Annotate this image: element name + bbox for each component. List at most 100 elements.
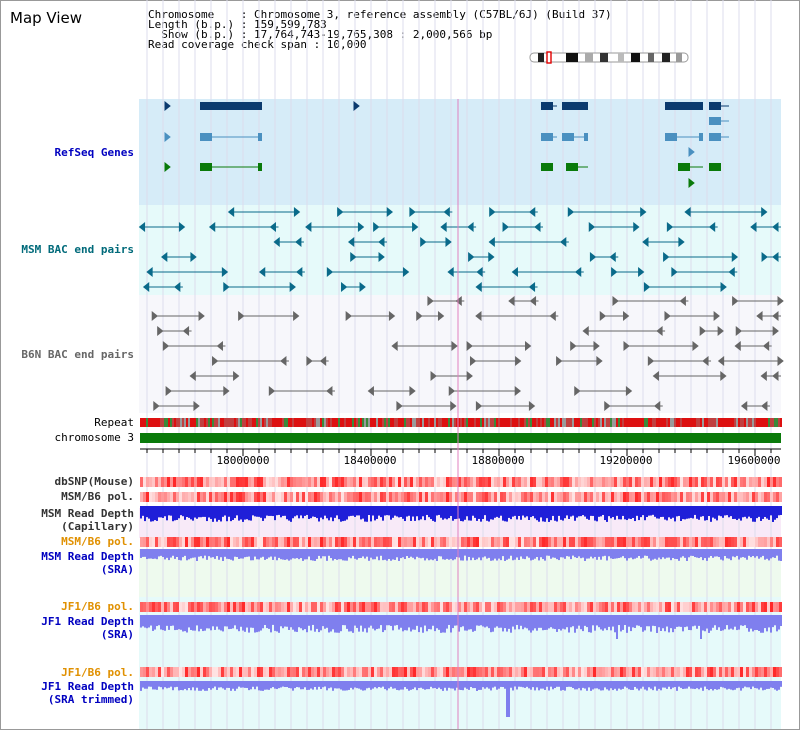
depth-bar xyxy=(226,615,228,627)
heatmap-cell xyxy=(218,537,221,547)
heatmap-cell xyxy=(569,477,572,487)
depth-bar xyxy=(330,681,332,688)
depth-bar xyxy=(490,506,492,520)
repeat-element xyxy=(278,418,280,427)
b6n-pair-end xyxy=(466,370,473,382)
heatmap-cell xyxy=(155,602,158,612)
heatmap-cell xyxy=(611,602,614,612)
refseq-genes-track[interactable] xyxy=(164,100,729,189)
heatmap-cell xyxy=(308,602,311,612)
depth-bar xyxy=(460,506,462,522)
depth-bar xyxy=(714,615,716,626)
heatmap-cell xyxy=(770,537,773,547)
repeat-element xyxy=(512,418,514,427)
heatmap-cell xyxy=(434,667,437,677)
depth-bar xyxy=(506,681,508,717)
repeat-element xyxy=(616,418,618,427)
heatmap-cell xyxy=(326,667,329,677)
heatmap-cell xyxy=(341,537,344,547)
depth-bar xyxy=(636,549,638,558)
heatmap-cell xyxy=(305,602,308,612)
depth-bar xyxy=(656,506,658,519)
repeat-element xyxy=(332,418,334,427)
depth-bar xyxy=(426,681,428,690)
heatmap-cell xyxy=(608,492,611,502)
heatmap-cell xyxy=(521,667,524,677)
b6n-pair-end xyxy=(582,325,589,337)
heatmap-cell xyxy=(776,667,779,677)
heatmap-cell xyxy=(575,667,578,677)
repeat-element xyxy=(164,418,166,427)
repeat-element xyxy=(740,418,742,427)
repeat-element xyxy=(394,418,396,427)
repeat-element xyxy=(496,418,498,427)
depth-bar xyxy=(236,506,238,516)
repeat-element xyxy=(698,418,700,427)
depth-bar xyxy=(658,615,660,628)
heatmap-cell xyxy=(731,537,734,547)
depth-bar xyxy=(256,615,258,633)
depth-bar xyxy=(442,549,444,560)
repeat-element xyxy=(266,418,268,427)
msm-pair-end xyxy=(633,221,640,233)
depth-bar xyxy=(620,681,622,690)
depth-bar xyxy=(668,549,670,558)
depth-bar xyxy=(214,549,216,559)
depth-bar xyxy=(564,506,566,519)
msm-bac-pairs-track[interactable] xyxy=(138,206,781,293)
repeat-element xyxy=(282,418,284,427)
heatmap-cell xyxy=(644,667,647,677)
depth-bar xyxy=(546,506,548,519)
repeat-element xyxy=(734,418,736,427)
heatmap-cell xyxy=(236,667,239,677)
depth-bar xyxy=(232,506,234,520)
depth-bar xyxy=(428,506,430,518)
depth-bar xyxy=(178,506,180,519)
heatmap-cell xyxy=(770,477,773,487)
depth-bar xyxy=(292,549,294,559)
repeat-element xyxy=(174,418,176,427)
depth-bar xyxy=(484,506,486,516)
depth-bar xyxy=(588,615,590,633)
heatmap-cell xyxy=(587,602,590,612)
depth-bar xyxy=(140,506,142,519)
depth-bar xyxy=(488,615,490,629)
depth-bar xyxy=(320,506,322,518)
heatmap-cell xyxy=(245,667,248,677)
heatmap-cell xyxy=(440,667,443,677)
depth-bar xyxy=(418,681,420,689)
b6n-bac-pairs-track[interactable] xyxy=(151,295,784,412)
repeat-element xyxy=(362,418,364,427)
heatmap-cell xyxy=(290,492,293,502)
heatmap-cell xyxy=(257,602,260,612)
depth-bar xyxy=(410,681,412,690)
depth-bar xyxy=(356,681,358,689)
repeat-element xyxy=(564,418,566,427)
depth-bar xyxy=(572,506,574,516)
depth-bar xyxy=(600,615,602,630)
depth-bar xyxy=(368,549,370,561)
depth-bar xyxy=(590,506,592,516)
repeat-element xyxy=(404,418,406,427)
heatmap-cell xyxy=(455,667,458,677)
msm-pair-end xyxy=(373,221,380,233)
depth-bar xyxy=(738,506,740,519)
heatmap-cell xyxy=(488,537,491,547)
repeat-element xyxy=(410,418,412,427)
repeat-element xyxy=(684,418,686,427)
depth-bar xyxy=(710,681,712,689)
depth-bar xyxy=(420,506,422,520)
heatmap-cell xyxy=(320,492,323,502)
depth-bar xyxy=(154,615,156,630)
depth-bar xyxy=(670,506,672,519)
depth-bar xyxy=(464,615,466,631)
depth-bar xyxy=(634,681,636,687)
chromosome-ideogram[interactable] xyxy=(529,51,689,64)
heatmap-cell xyxy=(446,537,449,547)
repeat-element xyxy=(534,418,536,427)
depth-bar xyxy=(492,615,494,632)
heatmap-cell xyxy=(326,602,329,612)
b6n-pair-end xyxy=(652,370,659,382)
heatmap-cell xyxy=(602,477,605,487)
